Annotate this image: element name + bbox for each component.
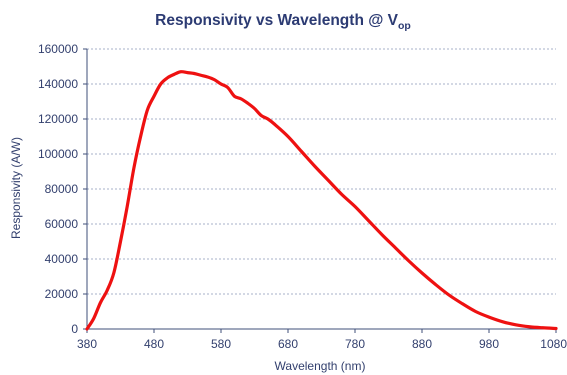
y-tick-label: 40000 <box>45 252 79 266</box>
y-tick-label: 140000 <box>38 77 78 91</box>
chart-title-subscript: op <box>398 20 411 32</box>
chart-title-text: Responsivity vs Wavelength @ V <box>155 12 398 29</box>
x-axis-title: Wavelength (nm) <box>275 359 366 373</box>
y-tick-label: 160000 <box>38 42 78 56</box>
x-axis-ticks: 380 480 580 680 780 880 980 1080 <box>77 329 567 351</box>
chart-title: Responsivity vs Wavelength @ Vop <box>155 12 411 32</box>
x-tick-label: 480 <box>144 337 164 351</box>
y-tick-label: 0 <box>71 322 78 336</box>
y-axis-ticks: 0 20000 40000 60000 80000 100000 120000 140000 1… <box>38 42 87 336</box>
x-tick-label: 680 <box>278 337 298 351</box>
y-tick-label: 60000 <box>45 217 79 231</box>
series-group <box>85 70 558 331</box>
y-axis-title: Responsivity (A/W) <box>9 137 23 239</box>
y-tick-label: 80000 <box>45 182 79 196</box>
y-tick-label: 20000 <box>45 287 79 301</box>
series-line <box>85 70 558 331</box>
y-tick-label: 120000 <box>38 112 78 126</box>
x-tick-label: 880 <box>412 337 432 351</box>
x-tick-label: 1080 <box>540 337 567 351</box>
x-tick-label: 780 <box>345 337 365 351</box>
x-tick-label: 580 <box>211 337 231 351</box>
x-tick-label: 380 <box>77 337 97 351</box>
y-tick-label: 100000 <box>38 147 78 161</box>
x-tick-label: 980 <box>479 337 499 351</box>
